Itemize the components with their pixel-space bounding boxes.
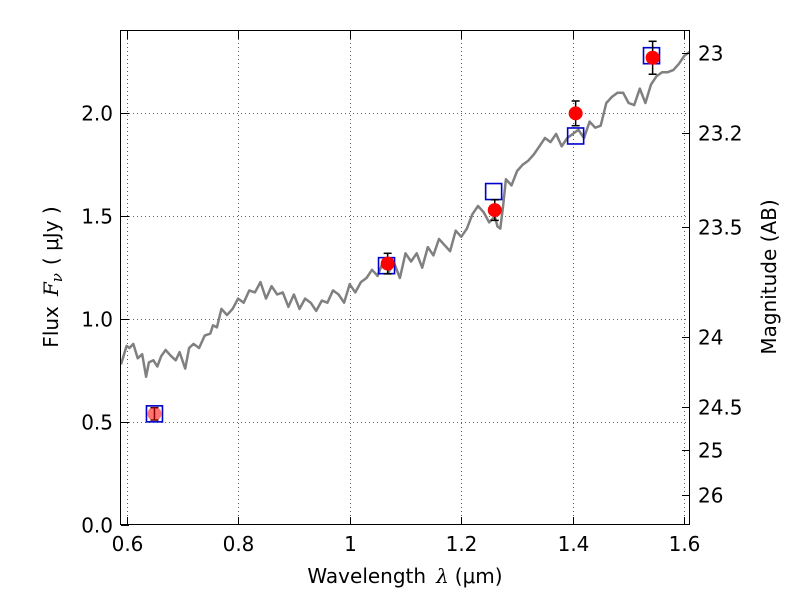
observed-point <box>147 406 162 421</box>
plot-frame <box>120 30 690 525</box>
grid-lines <box>121 31 690 525</box>
y-axis-label-text: Flux <box>39 306 63 348</box>
y2-tick-label: 23.5 <box>698 216 743 240</box>
model-square-marker <box>566 127 585 145</box>
observed-point <box>380 256 395 271</box>
y-axis-label-subscript: ν <box>48 273 66 282</box>
y2-tick-label: 24 <box>698 326 723 350</box>
observed-point <box>645 50 660 65</box>
spectrum-series <box>121 50 690 379</box>
y-tick-label: 0.0 <box>81 514 113 538</box>
x-tick-label: 1 <box>344 532 357 556</box>
model-square-marker <box>145 405 164 423</box>
y2-tick-label: 25 <box>698 439 723 463</box>
x-axis-label-text: Wavelength <box>307 564 426 588</box>
x-axis-label-symbol: λ <box>435 564 449 588</box>
y2-axis-label: Magnitude (AB) <box>757 199 781 354</box>
x-tick-label: 0.8 <box>223 532 255 556</box>
y2-tick-label: 26 <box>698 484 723 508</box>
y-tick-label: 1.0 <box>81 308 113 332</box>
y-axis-label-symbol: F <box>39 281 63 297</box>
y2-tick-label: 24.5 <box>698 396 743 420</box>
spectrum-line <box>121 50 690 379</box>
y2-tick-label: 23 <box>698 42 723 66</box>
x-tick-label: 1.2 <box>446 532 478 556</box>
x-tick-label: 1.6 <box>669 532 701 556</box>
observed-point <box>568 106 583 121</box>
x-tick-label: 0.6 <box>112 532 144 556</box>
y-axis-label-unit: ( μJy ) <box>39 206 63 265</box>
x-tick-label: 1.4 <box>558 532 590 556</box>
x-axis-label: Wavelength λ (μm) <box>307 564 502 588</box>
y2-tick-label: 23.2 <box>698 122 743 146</box>
x-axis-label-unit: (μm) <box>455 564 503 588</box>
y2-axis: 23 23.2 23.5 24 24.5 25 26 <box>682 42 743 508</box>
y-tick-label: 0.5 <box>81 411 113 435</box>
y-axis: 0.0 0.5 1.0 1.5 2.0 <box>81 102 129 538</box>
observed-photometry-series <box>147 40 660 421</box>
x-axis: 0.6 0.8 1 1.2 1.4 1.6 <box>112 31 701 556</box>
y-tick-label: 2.0 <box>81 102 113 126</box>
observed-point <box>487 203 502 218</box>
y-tick-label: 1.5 <box>81 205 113 229</box>
y-axis-label: Flux Fν ( μJy ) <box>39 206 66 347</box>
